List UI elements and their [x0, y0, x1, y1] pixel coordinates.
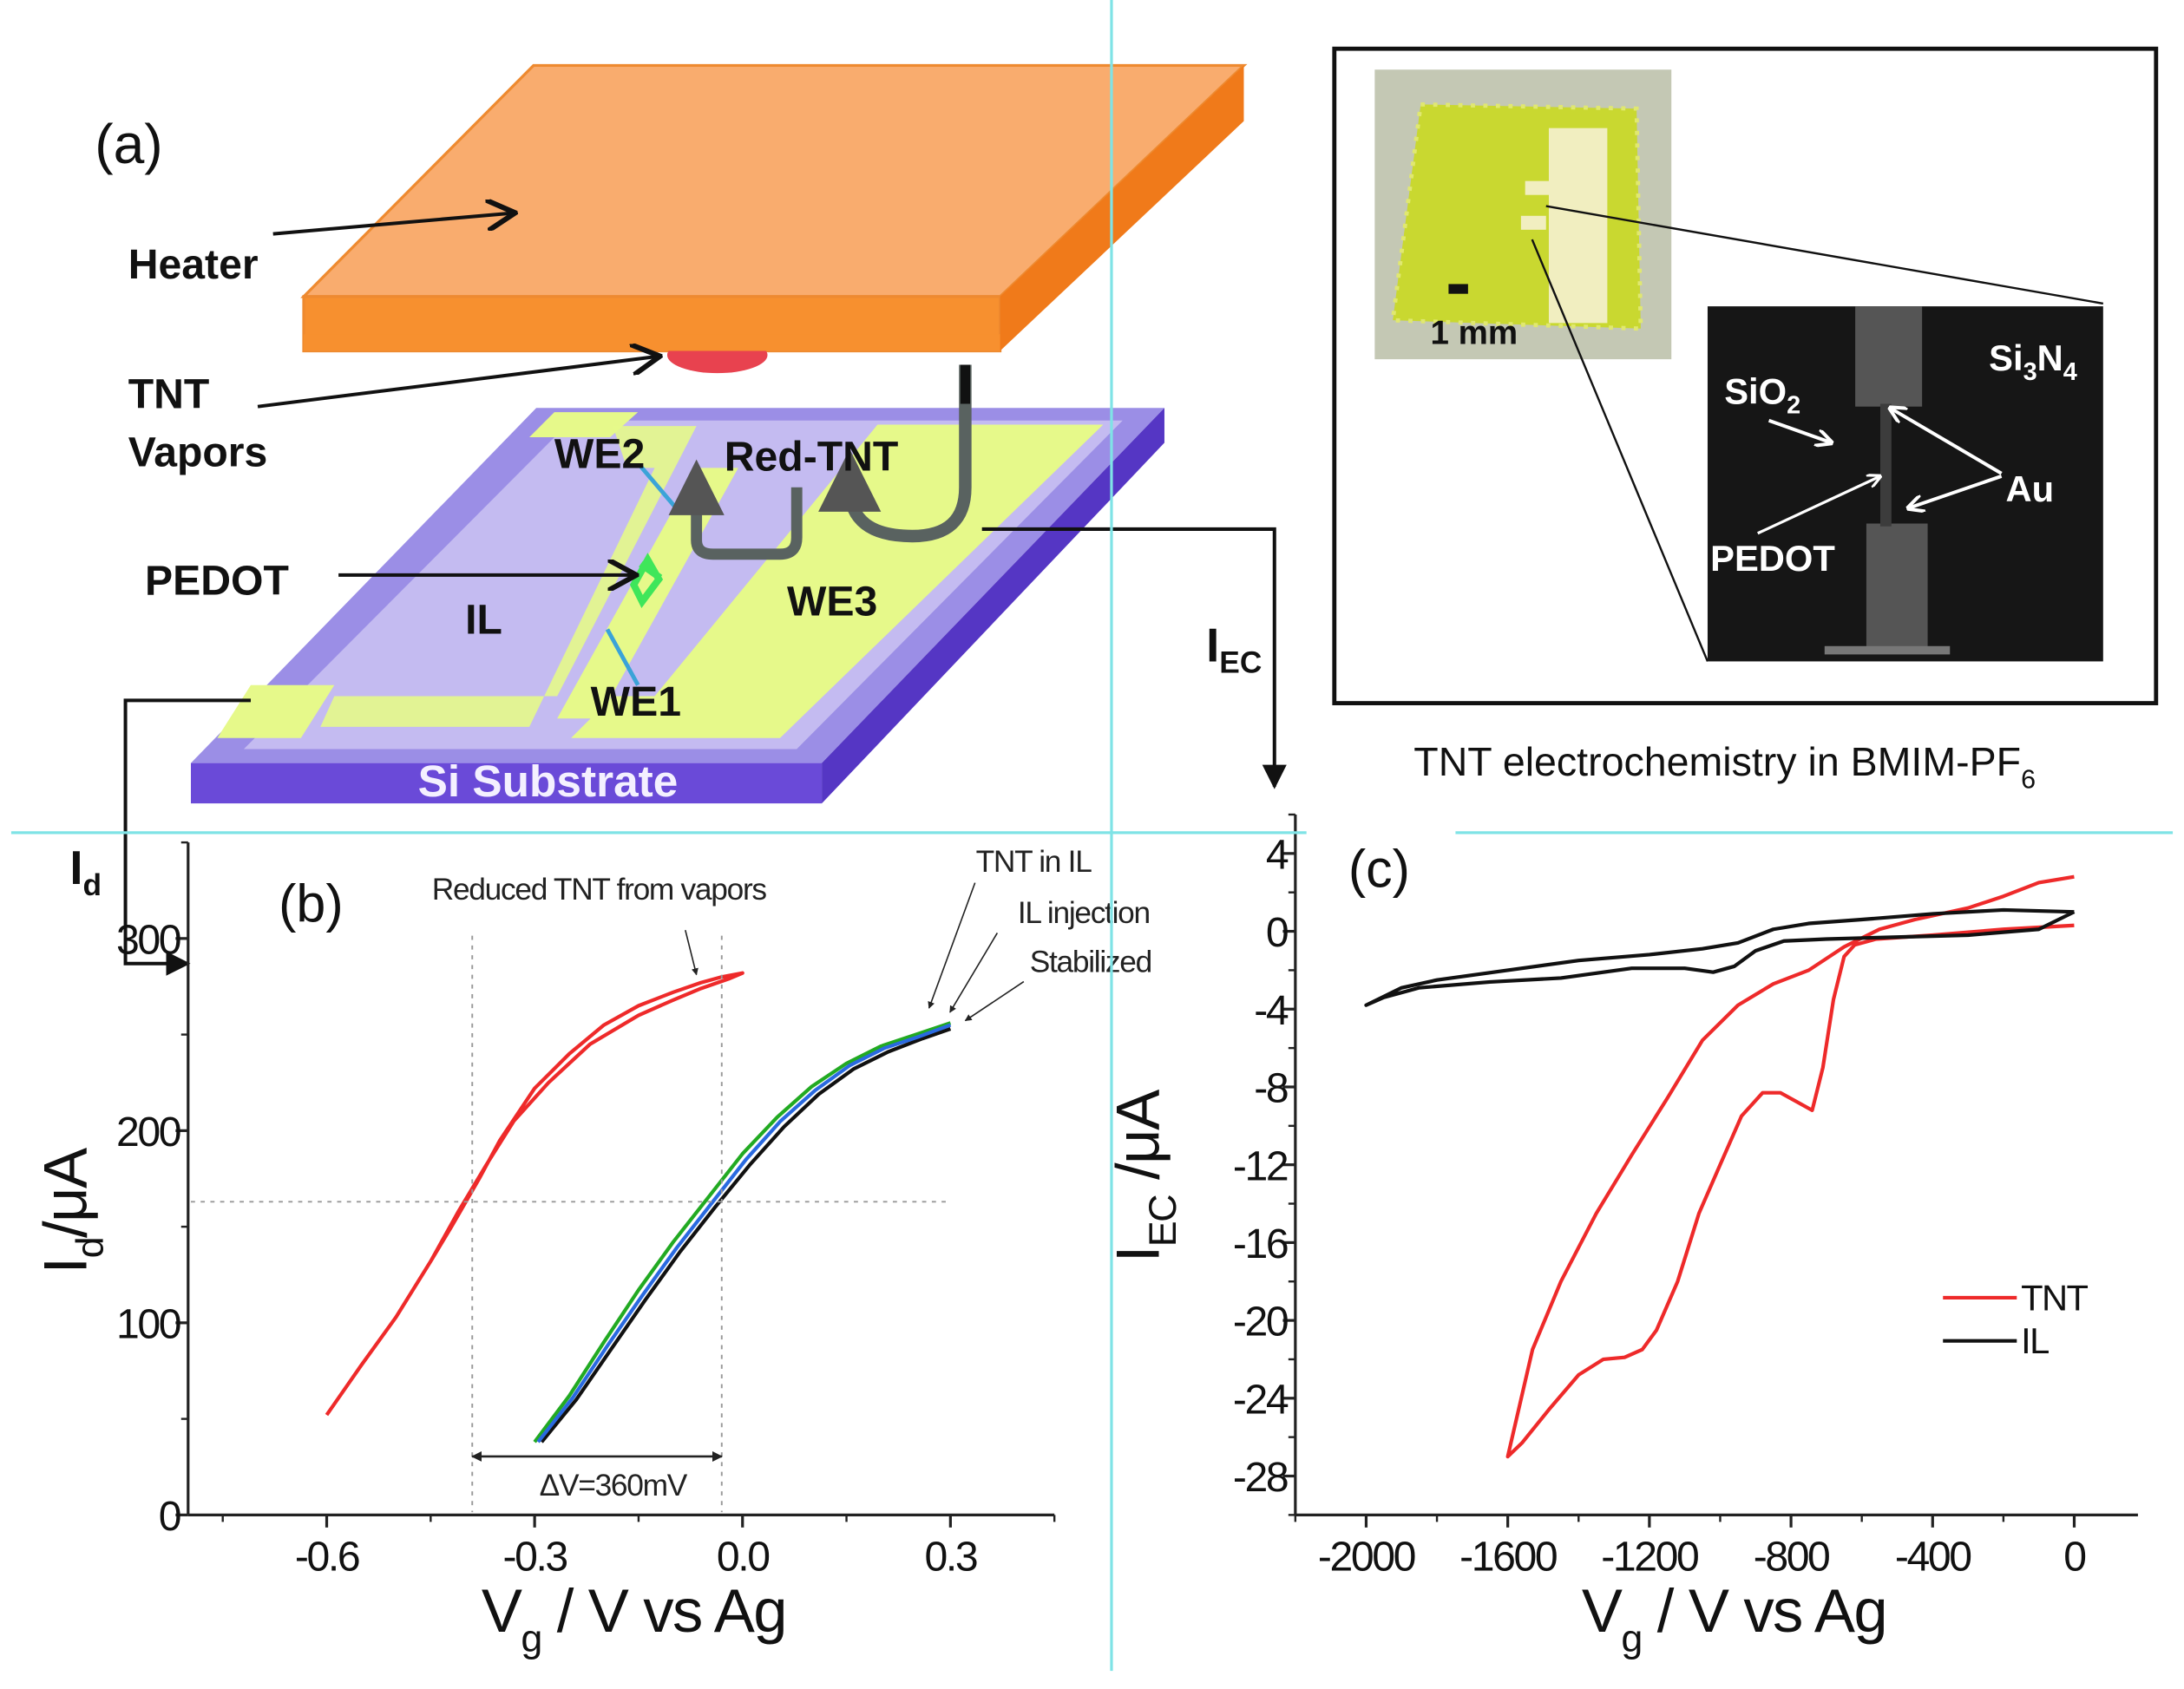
y-tick-label: 4 — [1266, 832, 1289, 879]
x-tick-label: -400 — [1895, 1534, 1971, 1581]
i-ec-label: IEC — [1206, 619, 1262, 679]
x-tick-label: -2000 — [1318, 1534, 1415, 1581]
y-tick-label: 300 — [116, 917, 180, 964]
annotation-reduced-tnt-arrow — [685, 930, 698, 976]
red-tnt-label: Red-TNT — [725, 434, 899, 481]
x-axis-title: Vg / V vs Ag — [1582, 1576, 1886, 1660]
annotation-stabilized-arrow — [964, 980, 1025, 1022]
si3n4-label: Si3N4 — [1989, 337, 2077, 386]
pedot-film — [629, 553, 664, 609]
y-tick-label: -28 — [1233, 1454, 1288, 1501]
annotation-reduced-tnt: Reduced TNT from vapors — [432, 873, 767, 907]
panel-label: (c) — [1348, 839, 1410, 898]
x-tick-label: -1200 — [1601, 1534, 1698, 1581]
i-d-label: Id — [69, 841, 102, 902]
y-axis-title: Id/μA — [31, 1148, 112, 1273]
x-axis-title-sub: g — [1621, 1616, 1641, 1660]
y-tick-label: 100 — [116, 1301, 180, 1348]
x-tick-label: -0.3 — [502, 1534, 567, 1581]
y-tick-label: -8 — [1254, 1065, 1288, 1112]
heater-label: Heater — [128, 241, 259, 288]
series-line-stabilized — [536, 1023, 952, 1444]
annotation-tnt-in-il-arrow — [928, 882, 976, 1009]
y-tick-label: -20 — [1233, 1299, 1288, 1345]
series-line-reduced-tnt-from-vapors — [325, 971, 744, 1417]
y-tick-label: -24 — [1233, 1376, 1289, 1423]
annotation-tnt-in-il: TNT in IL — [976, 845, 1092, 879]
we1-pad — [217, 684, 335, 738]
x-tick-label: 0.3 — [925, 1534, 977, 1581]
y-axis-title: IEC /μA — [1104, 1090, 1184, 1262]
panel-a-schematic: (a) Si Substrate — [69, 63, 1287, 976]
we2-pad — [529, 412, 639, 438]
y-axis-title-rest: /μA — [31, 1148, 100, 1238]
sem-image: SiO2 Si3N4 Au PEDOT — [1707, 306, 2103, 662]
delta-v-label: ΔV=360mV — [540, 1469, 688, 1502]
we1-label: WE1 — [591, 678, 681, 725]
i-ec-wire — [981, 527, 1287, 789]
series-line-tnt-in-il — [533, 1021, 952, 1444]
annotation-il-injection-arrow — [949, 933, 999, 1013]
chart-c-iec-vs-vg: -2000 -1600 -1200 -800 -400 0 4 0 -4 -8 -12 -16 -20 -… — [1104, 813, 2138, 1660]
sem-pedot-label: PEDOT — [1710, 538, 1835, 579]
x-axis-title: Vg / V vs Ag — [482, 1576, 786, 1660]
inset-caption: TNT electrochemistry in BMIM-PF6 — [1413, 739, 2036, 794]
si-substrate: Si Substrate — [190, 408, 1164, 806]
y-axis-title-sub: EC — [1140, 1195, 1184, 1247]
y-tick-label: -16 — [1233, 1221, 1288, 1267]
legend-label-tnt: TNT — [2021, 1277, 2088, 1318]
tnt-vapors-label-line2: Vapors — [128, 429, 268, 476]
y-axis-title-rest: /μA — [1104, 1090, 1172, 1195]
y-tick-label: -12 — [1233, 1142, 1288, 1189]
series-line-tnt — [1505, 874, 2075, 1459]
x-tick-label: 0 — [2063, 1534, 2085, 1581]
y-tick-label: 200 — [116, 1109, 180, 1155]
scale-bar-label: 1 mm — [1431, 314, 1518, 351]
zoom-line-1 — [1545, 205, 2104, 305]
chip-photo: 1 mm — [1374, 69, 1672, 360]
we2-label: WE2 — [554, 430, 645, 477]
heater — [300, 63, 1248, 353]
series-line-il — [1364, 907, 2076, 1007]
il-label: IL — [465, 596, 502, 643]
we3-electrode — [571, 424, 1104, 738]
y-axis-title-main: I — [31, 1258, 100, 1273]
au-label: Au — [2005, 468, 2054, 509]
heater-arrow — [272, 213, 513, 236]
x-tick-label: -0.6 — [295, 1534, 359, 1581]
chart-b-id-vs-vg: -0.6 -0.3 0.0 0.3 0 100 200 300 Vg / V vs Ag Id/μ… — [31, 841, 1152, 1660]
device-inset: 1 mm SiO2 Si3N4 Au PEDOT TNT electrochem… — [1332, 46, 2159, 794]
sio2-label: SiO2 — [1724, 370, 1800, 419]
x-axis-title-main: V — [482, 1576, 522, 1645]
legend-label-il: IL — [2021, 1320, 2049, 1361]
y-tick-label: -4 — [1254, 987, 1289, 1034]
zoom-line-2 — [1531, 239, 1709, 662]
annotation-il-injection: IL injection — [1018, 896, 1150, 930]
y-axis-title-sub: d — [68, 1238, 112, 1258]
x-tick-label: 0.0 — [717, 1534, 769, 1581]
substrate-label: Si Substrate — [418, 756, 679, 806]
pedot-label: PEDOT — [145, 557, 289, 604]
we3-label: WE3 — [787, 578, 877, 625]
tnt-vapors-label-line1: TNT — [128, 370, 210, 417]
y-tick-label: 0 — [1266, 909, 1288, 956]
panel-label: (b) — [279, 874, 344, 933]
tnt-vapors-arrow — [257, 357, 658, 409]
red-tnt-loop-arrow-2 — [818, 364, 972, 543]
x-axis-title-sub: g — [521, 1616, 541, 1660]
panel-a-label: (a) — [95, 113, 162, 175]
x-axis-title-main: V — [1582, 1576, 1623, 1645]
series-line-il-injection — [540, 1027, 952, 1444]
x-tick-label: -800 — [1754, 1534, 1829, 1581]
scale-bar — [1448, 284, 1468, 294]
annotation-stabilized: Stabilized — [1030, 945, 1151, 979]
x-tick-label: -1600 — [1459, 1534, 1557, 1581]
y-tick-label: 0 — [159, 1493, 180, 1540]
x-axis-title-rest: / V vs Ag — [1642, 1576, 1886, 1645]
y-axis-title-main: I — [1104, 1247, 1172, 1262]
x-axis-title-rest: / V vs Ag — [541, 1576, 786, 1645]
